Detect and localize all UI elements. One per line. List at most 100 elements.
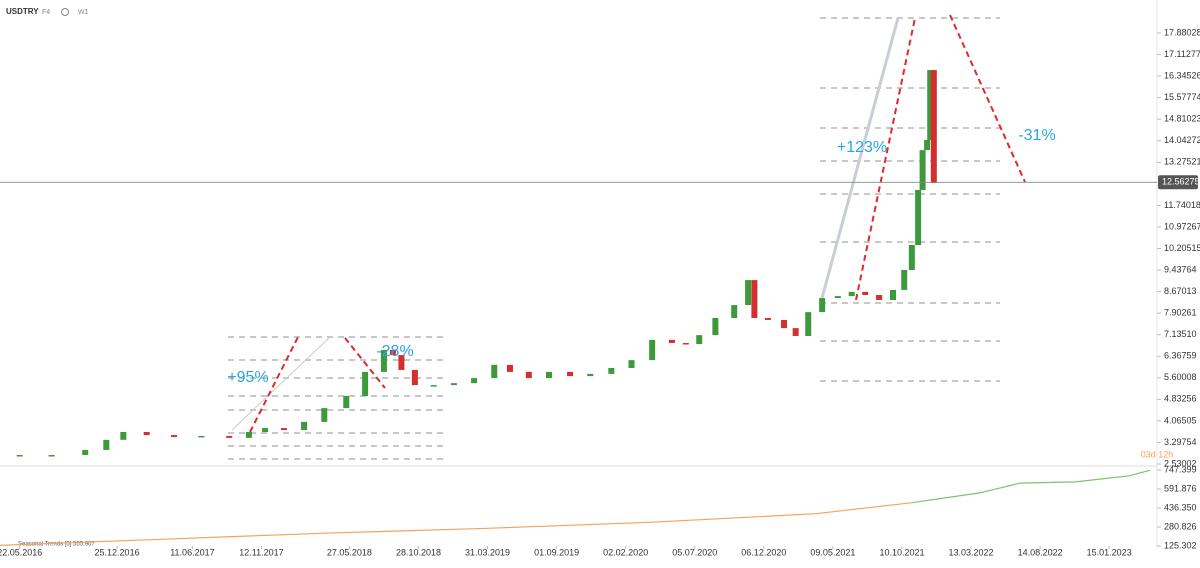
x-tick-label: 31.03.2019 xyxy=(465,547,510,557)
candle xyxy=(343,396,350,409)
candle xyxy=(301,421,308,431)
candle xyxy=(450,383,457,386)
y-tick-label: 16.34526 xyxy=(1164,70,1200,80)
candle xyxy=(915,189,922,245)
y-tick-label: 2.53002 xyxy=(1164,458,1197,468)
candle xyxy=(792,328,799,336)
y-tick-label: 6.36759 xyxy=(1164,351,1197,361)
symbol: USDTRY xyxy=(6,7,39,16)
y-tick-label: 280.826 xyxy=(1164,521,1197,531)
candle xyxy=(745,280,752,306)
x-tick-label: 10.10.2021 xyxy=(879,547,924,557)
candle xyxy=(889,289,896,301)
y-tick-label: 14.81023 xyxy=(1164,114,1200,124)
candle xyxy=(764,317,771,320)
candle xyxy=(411,369,418,386)
candle xyxy=(506,364,513,372)
y-tick-label: 125.302 xyxy=(1164,540,1197,550)
candle xyxy=(280,428,287,431)
y-tick-label: 15.57774 xyxy=(1164,92,1200,102)
y-tick-label: 9.43764 xyxy=(1164,264,1197,274)
candle xyxy=(398,355,405,370)
candle xyxy=(389,350,396,356)
x-tick-label: 14.08.2022 xyxy=(1018,547,1063,557)
candle xyxy=(848,291,855,297)
y-tick-label: 436.350 xyxy=(1164,502,1197,512)
candle xyxy=(628,360,635,368)
annotation: +95% xyxy=(227,369,268,386)
annotation: +123% xyxy=(837,139,887,156)
candle xyxy=(696,335,703,345)
indicator-label: Seasonal Trends [5] 555.907 xyxy=(18,542,95,548)
y-tick-label: 17.11277 xyxy=(1164,49,1200,59)
candle xyxy=(876,294,883,301)
x-tick-label: 06.12.2020 xyxy=(741,547,786,557)
seasonal-line xyxy=(0,502,912,546)
y-tick-label: 747.399 xyxy=(1164,464,1197,474)
x-tick-label: 11.06.2017 xyxy=(170,547,214,557)
candle xyxy=(668,339,675,343)
candle xyxy=(608,367,615,374)
candle xyxy=(924,139,931,151)
candle xyxy=(908,244,915,270)
x-tick-label: 22.05.2016 xyxy=(0,547,42,557)
y-tick-label: 7.13510 xyxy=(1164,329,1197,339)
candle xyxy=(781,319,788,329)
candle xyxy=(525,371,532,379)
y-tick-label: 11.74018 xyxy=(1164,200,1200,210)
x-tick-label: 27.05.2018 xyxy=(327,547,372,557)
y-tick-label: 4.83256 xyxy=(1164,394,1197,404)
countdown: 03d 12h xyxy=(1141,449,1174,459)
candle xyxy=(471,378,478,384)
x-tick-label: 01.09.2019 xyxy=(534,547,579,557)
candle xyxy=(682,342,689,345)
candle xyxy=(380,350,387,372)
contract[interactable]: F4 xyxy=(42,9,50,16)
y-tick-label: 7.90261 xyxy=(1164,308,1197,318)
y-tick-label: 10.97267 xyxy=(1164,221,1200,231)
candle xyxy=(649,339,656,361)
candle xyxy=(567,371,574,377)
x-tick-label: 12.11.2017 xyxy=(239,547,283,557)
x-tick-label: 28.10.2018 xyxy=(396,547,441,557)
x-tick-label: 15.01.2023 xyxy=(1087,547,1132,557)
x-tick-label: 13.03.2022 xyxy=(949,547,994,557)
candle xyxy=(226,435,233,438)
annotation: -31% xyxy=(1018,127,1055,144)
candle xyxy=(16,455,23,457)
candle xyxy=(82,449,89,456)
candle xyxy=(143,431,150,436)
candle xyxy=(712,317,719,336)
drawings xyxy=(228,14,1026,460)
settings-icon[interactable] xyxy=(61,8,69,16)
x-tick-label: 02.02.2020 xyxy=(603,547,648,557)
candle xyxy=(430,385,437,387)
candle xyxy=(48,455,55,457)
candle xyxy=(587,373,594,377)
candle xyxy=(198,435,205,438)
y-tick-label: 3.29754 xyxy=(1164,437,1197,447)
candle xyxy=(245,431,252,438)
timeframe[interactable]: W1 xyxy=(78,9,89,16)
candle xyxy=(545,371,552,379)
y-tick-label: 5.60008 xyxy=(1164,372,1197,382)
x-tick-label: 05.07.2020 xyxy=(672,547,717,557)
candle xyxy=(491,364,498,379)
x-tick-label: 25.12.2016 xyxy=(95,547,140,557)
last-price-box xyxy=(1158,175,1198,190)
candle xyxy=(103,439,110,450)
candle xyxy=(120,431,127,440)
last-price-label: 12.56275 xyxy=(1162,177,1200,187)
annotation: -28% xyxy=(376,343,413,360)
candle xyxy=(805,312,812,336)
seasonal-line xyxy=(911,469,1151,504)
y-tick-label: 4.06505 xyxy=(1164,415,1197,425)
candle xyxy=(819,298,826,313)
candle xyxy=(901,269,908,290)
candle xyxy=(731,305,738,318)
candle xyxy=(919,150,926,190)
y-tick-label: 17.88028 xyxy=(1164,27,1200,37)
candle xyxy=(362,371,369,397)
candle xyxy=(927,70,934,140)
